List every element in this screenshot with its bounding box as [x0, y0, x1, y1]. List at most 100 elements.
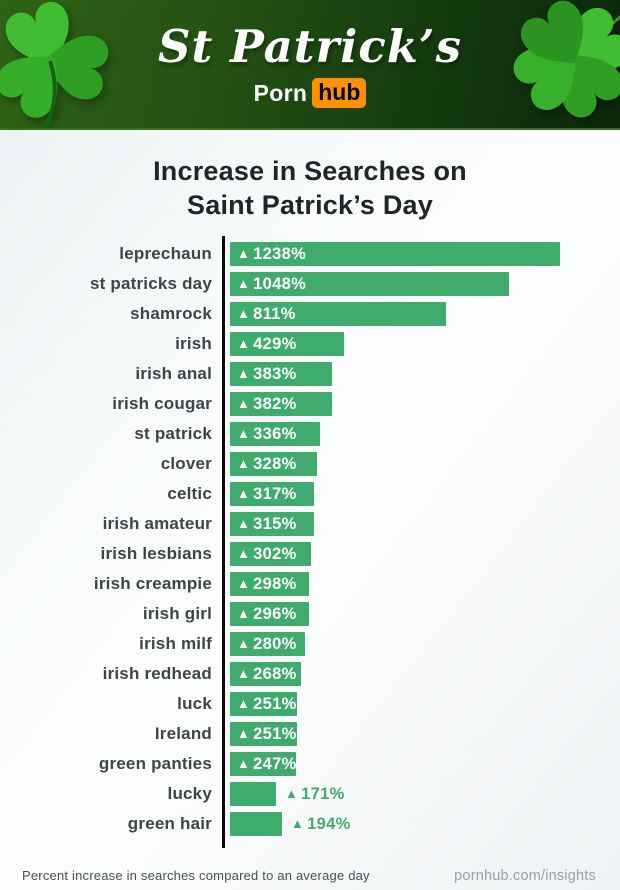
up-triangle-icon: ▲: [285, 785, 299, 801]
bar: ▲ 382%: [230, 392, 332, 416]
up-triangle-icon: ▲: [291, 815, 305, 831]
up-triangle-icon: ▲: [237, 365, 251, 381]
bar-row: green hair ▲ 194%: [0, 809, 620, 839]
bar-area: ▲ 302%: [225, 542, 620, 566]
bar-area: ▲ 315%: [225, 512, 620, 536]
page-title: Increase in Searches on Saint Patrick’s …: [0, 154, 620, 222]
up-triangle-icon: ▲: [237, 425, 251, 441]
bar-area: ▲ 247%: [225, 752, 620, 776]
page-title-line1: Increase in Searches on: [153, 156, 467, 186]
category-label: irish cougar: [112, 394, 212, 413]
up-triangle-icon: ▲: [237, 515, 251, 531]
category-label: irish milf: [139, 634, 212, 653]
bar-row: luck ▲ 251%: [0, 689, 620, 719]
value-label: ▲ 429%: [230, 335, 297, 354]
value-text: 296%: [253, 604, 297, 623]
value-label: ▲ 811%: [230, 305, 296, 324]
category-label: clover: [160, 454, 212, 473]
logo-text-porn: Porn: [253, 79, 308, 106]
up-triangle-icon: ▲: [237, 245, 251, 261]
bar-area: ▲ 171%: [225, 782, 620, 806]
value-label: ▲ 1238%: [230, 245, 306, 264]
up-triangle-icon: ▲: [237, 395, 251, 411]
bar: ▲ 1238%: [230, 242, 560, 266]
up-triangle-icon: ▲: [237, 725, 251, 741]
bar-row: irish creampie ▲ 298%: [0, 569, 620, 599]
value-label: ▲ 298%: [230, 575, 297, 594]
bar-row: celtic ▲ 317%: [0, 479, 620, 509]
up-triangle-icon: ▲: [237, 545, 251, 561]
footer: Percent increase in searches compared to…: [0, 851, 620, 884]
category-label: leprechaun: [119, 244, 212, 263]
value-text: 298%: [253, 574, 297, 593]
bar-row: Ireland ▲ 251%: [0, 719, 620, 749]
logo-text-hub: hub: [312, 78, 367, 108]
value-text: 317%: [253, 484, 297, 503]
bar-row: irish amateur ▲ 315%: [0, 509, 620, 539]
chart-axis-line: [222, 236, 225, 848]
up-triangle-icon: ▲: [237, 485, 251, 501]
bar-area: ▲ 1048%: [225, 272, 620, 296]
bar-row: irish ▲ 429%: [0, 329, 620, 359]
bar-area: ▲ 382%: [225, 392, 620, 416]
bar: ▲ 251%: [230, 692, 297, 716]
up-triangle-icon: ▲: [237, 635, 251, 651]
bar-area: ▲ 251%: [225, 692, 620, 716]
category-label: green panties: [98, 754, 212, 773]
bar-row: st patrick ▲ 336%: [0, 419, 620, 449]
category-label: irish anal: [135, 364, 212, 383]
up-triangle-icon: ▲: [237, 755, 251, 771]
value-text: 383%: [253, 364, 297, 383]
value-label: ▲ 302%: [230, 545, 297, 564]
value-label: ▲ 247%: [230, 755, 297, 774]
source-link: pornhub.com/insights: [454, 868, 596, 884]
value-label: ▲ 280%: [230, 635, 297, 654]
header-banner: St Patrick’s Porn hub: [0, 0, 620, 130]
bar-row: irish cougar ▲ 382%: [0, 389, 620, 419]
value-text: 302%: [253, 544, 297, 563]
bar-area: ▲ 268%: [225, 662, 620, 686]
category-label: luck: [177, 694, 212, 713]
bar-row: green panties ▲ 247%: [0, 749, 620, 779]
bar-chart: leprechaun ▲ 1238% st patricks day ▲ 1048% sha…: [0, 236, 620, 851]
category-label: celtic: [167, 484, 212, 503]
bar-row: leprechaun ▲ 1238%: [0, 239, 620, 269]
bar: ▲ 251%: [230, 722, 297, 746]
bar-area: ▲ 1238%: [225, 242, 620, 266]
value-text: 382%: [253, 394, 297, 413]
value-label: ▲ 336%: [230, 425, 297, 444]
script-title: St Patrick’s: [158, 20, 462, 73]
header-text-stack: St Patrick’s Porn hub: [0, 0, 620, 128]
value-label: ▲ 315%: [230, 515, 297, 534]
value-label: ▲ 251%: [230, 725, 297, 744]
bar: ▲ 296%: [230, 602, 309, 626]
bar: [230, 782, 276, 806]
value-text: 247%: [253, 754, 297, 773]
bar-area: ▲ 429%: [225, 332, 620, 356]
bar: [230, 812, 282, 836]
bar: ▲ 280%: [230, 632, 305, 656]
bar: ▲ 302%: [230, 542, 311, 566]
bar: ▲ 247%: [230, 752, 296, 776]
value-text: 251%: [253, 724, 297, 743]
category-label: irish amateur: [102, 514, 212, 533]
footnote: Percent increase in searches compared to…: [22, 868, 370, 883]
value-label: ▲ 296%: [230, 605, 297, 624]
value-label: ▲ 382%: [230, 395, 297, 414]
bar-area: ▲ 298%: [225, 572, 620, 596]
category-label: irish: [175, 334, 212, 353]
bar-row: irish anal ▲ 383%: [0, 359, 620, 389]
bar: ▲ 336%: [230, 422, 320, 446]
bar-area: ▲ 194%: [225, 812, 620, 836]
page-title-line2: Saint Patrick’s Day: [187, 190, 433, 220]
bar: ▲ 298%: [230, 572, 309, 596]
bar: ▲ 811%: [230, 302, 446, 326]
value-text: 336%: [253, 424, 297, 443]
category-label: irish lesbians: [100, 544, 212, 563]
bar-area: ▲ 317%: [225, 482, 620, 506]
bar-row: lucky ▲ 171%: [0, 779, 620, 809]
value-label: ▲ 1048%: [230, 275, 306, 294]
bar-row: irish redhead ▲ 268%: [0, 659, 620, 689]
value-label: ▲ 317%: [230, 485, 297, 504]
